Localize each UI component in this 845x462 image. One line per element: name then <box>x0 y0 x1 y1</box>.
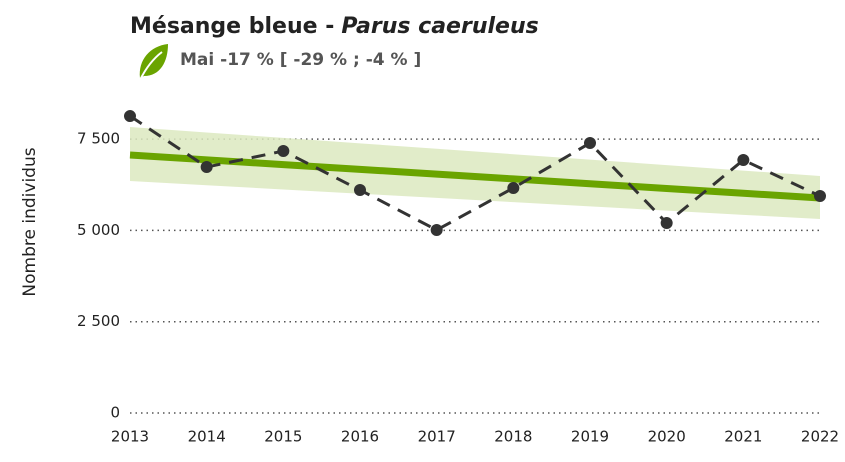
point <box>124 110 136 123</box>
x-tick-label: 2013 <box>111 428 149 446</box>
x-tick-label: 2017 <box>418 428 456 446</box>
point <box>584 137 596 150</box>
title-main: Mésange bleue - <box>130 14 334 39</box>
x-tick-label: 2022 <box>801 428 839 446</box>
point <box>200 161 213 174</box>
subtitle: Mai -17 % [ -29 % ; -4 % ] <box>180 50 421 70</box>
leaf-icon <box>139 44 168 81</box>
x-tick-label: 2021 <box>724 428 762 446</box>
x-tick-label: 2016 <box>341 428 379 446</box>
point <box>430 224 443 237</box>
point <box>507 182 520 195</box>
x-tick-label: 2015 <box>264 428 302 446</box>
point <box>354 184 366 197</box>
chart-title: Mésange bleue - Parus caeruleus <box>130 14 539 39</box>
x-tick-label: 2018 <box>494 428 532 446</box>
x-tick-label: 2019 <box>571 428 609 446</box>
y-axis-label: Nombre individus <box>20 147 40 296</box>
x-tick-label: 2020 <box>648 428 686 446</box>
x-tick-label: 2014 <box>188 428 226 446</box>
y-tick-label: 0 <box>110 404 120 422</box>
y-tick-label: 5 000 <box>77 221 120 239</box>
point <box>660 217 673 230</box>
observed-line <box>129 114 821 232</box>
title-italic: Parus caeruleus <box>341 14 538 39</box>
point <box>277 145 290 158</box>
point <box>737 154 750 167</box>
y-tick-label: 7 500 <box>77 130 120 148</box>
point <box>814 190 826 203</box>
y-tick-label: 2 500 <box>77 312 120 330</box>
